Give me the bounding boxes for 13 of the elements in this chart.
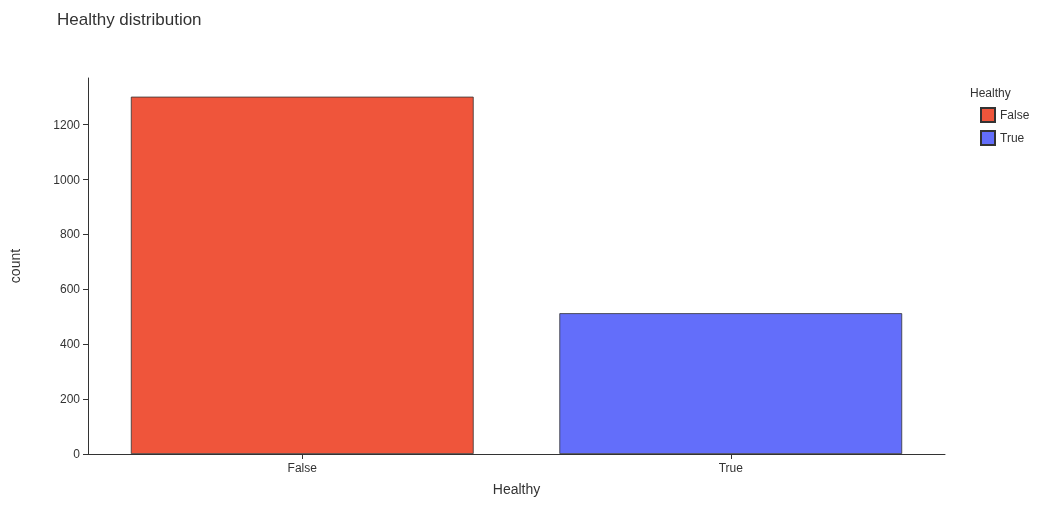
y-axis-title: count (7, 248, 23, 284)
x-axis-title: Healthy (492, 481, 541, 497)
legend-label: False (1000, 108, 1030, 122)
y-tick-label: 0 (73, 447, 81, 461)
legend-label: True (1000, 131, 1025, 145)
y-tick-label: 1000 (53, 172, 81, 187)
y-tick-label: 200 (59, 392, 81, 407)
legend-title: Healthy (970, 86, 1011, 100)
y-tick-label: 400 (59, 337, 81, 352)
y-tick-label: 800 (59, 227, 81, 242)
y-tick-label: 600 (59, 282, 81, 297)
chart-title: Healthy distribution (57, 10, 202, 29)
y-tick-label: 1200 (53, 117, 81, 132)
